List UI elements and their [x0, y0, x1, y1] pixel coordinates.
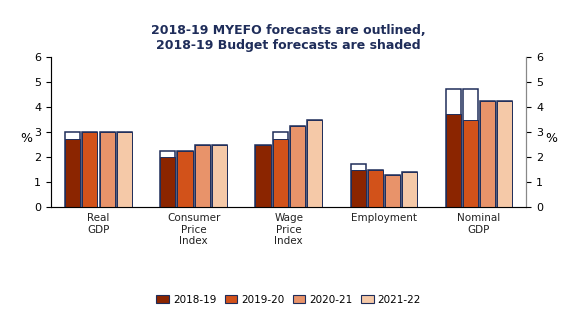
Bar: [255, 145, 271, 207]
Bar: [385, 175, 400, 207]
Bar: [195, 145, 209, 207]
Bar: [497, 101, 512, 207]
Y-axis label: %: %: [20, 132, 32, 145]
Bar: [83, 132, 97, 207]
Bar: [497, 101, 512, 207]
Bar: [160, 151, 175, 207]
Bar: [195, 145, 209, 207]
Bar: [117, 132, 132, 207]
Bar: [273, 139, 288, 207]
Bar: [83, 132, 97, 207]
Y-axis label: %: %: [546, 132, 558, 145]
Bar: [463, 120, 478, 207]
Legend: 2018-19, 2019-20, 2020-21, 2021-22: 2018-19, 2019-20, 2020-21, 2021-22: [152, 291, 425, 309]
Bar: [255, 145, 271, 207]
Bar: [368, 170, 383, 207]
Bar: [117, 132, 132, 207]
Bar: [178, 151, 192, 207]
Bar: [307, 120, 322, 207]
Bar: [290, 126, 305, 207]
Bar: [445, 114, 461, 207]
Bar: [100, 132, 114, 207]
Bar: [385, 175, 400, 207]
Bar: [65, 139, 80, 207]
Bar: [480, 101, 495, 207]
Bar: [273, 132, 288, 207]
Bar: [350, 170, 366, 207]
Bar: [368, 170, 383, 207]
Bar: [178, 151, 192, 207]
Bar: [402, 172, 417, 207]
Bar: [100, 132, 114, 207]
Bar: [463, 89, 478, 207]
Bar: [65, 132, 80, 207]
Bar: [212, 145, 227, 207]
Bar: [350, 164, 366, 207]
Bar: [160, 157, 175, 207]
Title: 2018-19 MYEFO forecasts are outlined,
2018-19 Budget forecasts are shaded: 2018-19 MYEFO forecasts are outlined, 20…: [151, 24, 426, 52]
Bar: [307, 120, 322, 207]
Bar: [480, 101, 495, 207]
Bar: [290, 126, 305, 207]
Bar: [212, 145, 227, 207]
Bar: [445, 89, 461, 207]
Bar: [402, 172, 417, 207]
